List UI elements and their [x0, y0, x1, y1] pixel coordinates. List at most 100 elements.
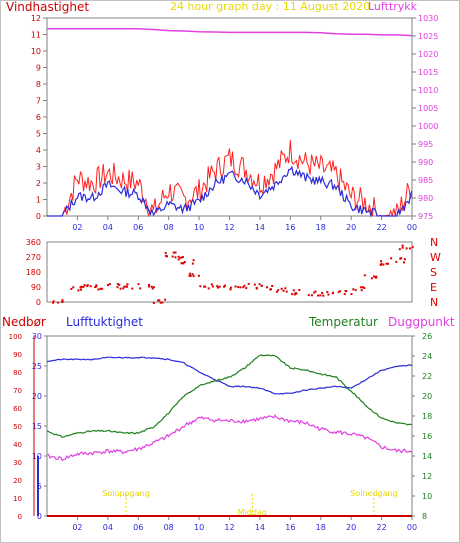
- direction-point: [108, 283, 111, 286]
- humidity-label: Lufftuktighet: [66, 315, 143, 329]
- pressure-y-tick-label: 1005: [418, 104, 438, 113]
- rain-y-tick-label: 100: [9, 333, 22, 341]
- direction-point: [139, 287, 142, 290]
- direction-point: [243, 284, 246, 287]
- direction-point: [94, 286, 97, 289]
- pressure-y-tick-label: 995: [418, 140, 433, 149]
- direction-point: [182, 261, 185, 264]
- direction-point: [148, 285, 150, 288]
- temperature-y-tick-label: 20: [422, 392, 432, 401]
- wind-y-tick-label: 3: [36, 163, 41, 172]
- direction-point: [164, 254, 167, 257]
- temperature-y-tick-label: 14: [422, 452, 432, 461]
- direction-point: [97, 288, 100, 291]
- rain-y-tick-label: 70: [13, 387, 22, 395]
- wind-y-tick-label: 2: [36, 179, 41, 188]
- direction-point: [326, 291, 329, 294]
- climate-x-tick-label: 06: [133, 523, 143, 532]
- direction-point: [79, 286, 82, 289]
- pressure-y-tick-label: 1030: [418, 14, 438, 23]
- temperature-y-tick-label: 8: [422, 512, 427, 521]
- humidity-series: [46, 356, 413, 395]
- direction-point: [216, 285, 219, 288]
- direction-point: [271, 285, 274, 287]
- direction-point: [313, 291, 316, 294]
- direction-point: [203, 285, 206, 288]
- direction-point: [319, 294, 322, 297]
- pressure-y-tick-label: 985: [418, 176, 433, 185]
- direction-point: [229, 288, 232, 291]
- direction-point: [77, 289, 80, 292]
- direction-point: [101, 287, 104, 290]
- direction-compass-label: W: [430, 251, 441, 264]
- direction-point: [192, 275, 195, 278]
- direction-point: [166, 255, 168, 258]
- direction-point: [322, 294, 325, 297]
- direction-point: [158, 299, 161, 302]
- direction-point: [387, 262, 389, 265]
- direction-point: [191, 273, 194, 276]
- direction-point: [122, 287, 125, 290]
- direction-point: [260, 284, 263, 287]
- climate-x-tick-label: 18: [316, 523, 326, 532]
- pressure-y-tick-label: 1000: [418, 122, 438, 131]
- direction-point: [307, 294, 310, 297]
- direction-point: [210, 283, 213, 286]
- temperature-y-tick-label: 12: [422, 472, 432, 481]
- direction-point: [189, 274, 192, 277]
- direction-point: [339, 290, 342, 293]
- direction-point: [217, 286, 219, 289]
- temperature-label: Temperatur: [309, 315, 378, 329]
- climate-x-tick-label: 20: [346, 523, 356, 532]
- direction-point: [70, 287, 73, 290]
- humidity-y-tick-label: 30: [32, 332, 42, 341]
- wind-plot-frame: [46, 17, 413, 217]
- direction-point: [327, 293, 330, 296]
- climate-x-tick-label: 00: [407, 523, 417, 532]
- direction-point: [52, 301, 54, 304]
- rain-y-tick-label: 90: [13, 351, 22, 359]
- direction-y-tick-label: 90: [31, 283, 41, 292]
- direction-point: [277, 289, 280, 292]
- direction-point: [321, 292, 324, 294]
- direction-point: [350, 293, 353, 296]
- direction-point: [224, 284, 227, 287]
- direction-point: [310, 294, 313, 297]
- temperature-series: [46, 354, 413, 438]
- direction-point: [191, 262, 194, 265]
- direction-plot-frame: [46, 241, 413, 303]
- wind-x-tick-label: 02: [72, 223, 82, 232]
- direction-point: [174, 251, 177, 254]
- wind-average-series: [47, 165, 413, 218]
- direction-point: [172, 251, 175, 254]
- direction-point: [131, 287, 134, 290]
- direction-point: [116, 286, 119, 289]
- rain-y-tick-label: 40: [13, 441, 22, 449]
- wind-y-tick-label: 12: [31, 14, 41, 23]
- direction-point: [183, 261, 186, 263]
- direction-point: [242, 286, 245, 289]
- humidity-y-tick-label: 25: [32, 362, 42, 371]
- direction-point: [291, 293, 294, 296]
- direction-point: [255, 287, 258, 290]
- temperature-y-tick-label: 16: [422, 432, 432, 441]
- climate-x-tick-label: 12: [224, 523, 234, 532]
- direction-point: [99, 287, 102, 290]
- humidity-y-tick-label: 0: [37, 512, 42, 521]
- direction-point: [95, 285, 98, 288]
- direction-point: [294, 292, 297, 294]
- wind-x-tick-label: 18: [316, 223, 326, 232]
- temperature-y-tick-label: 10: [422, 492, 432, 501]
- direction-point: [192, 259, 195, 262]
- direction-point: [211, 285, 214, 288]
- direction-point: [204, 285, 207, 288]
- direction-point: [229, 286, 232, 289]
- wind-x-tick-label: 04: [103, 223, 113, 232]
- direction-point: [148, 283, 150, 286]
- direction-point: [266, 286, 269, 289]
- direction-point: [375, 276, 378, 279]
- direction-point: [352, 288, 355, 291]
- rain-y-tick-label: 10: [13, 495, 22, 503]
- wind-y-tick-label: 10: [31, 47, 41, 56]
